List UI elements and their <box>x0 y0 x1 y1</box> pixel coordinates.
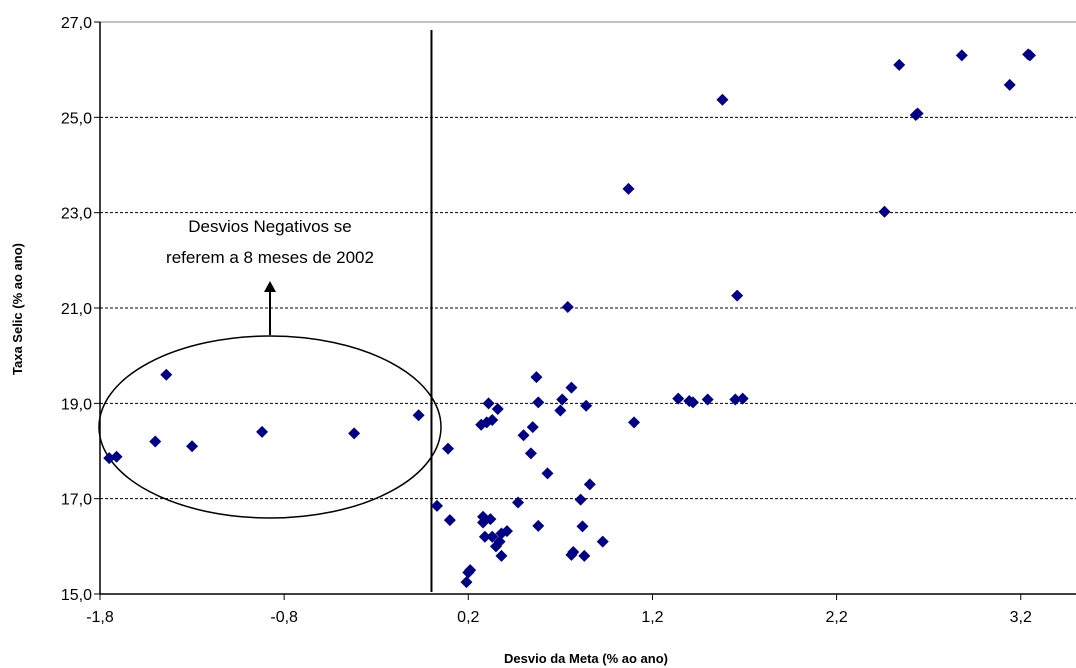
data-point-17 <box>478 530 491 543</box>
data-point-59 <box>878 205 891 218</box>
y-tick-label-3: 21,0 <box>61 301 92 318</box>
data-point-39 <box>561 301 574 314</box>
data-point-45 <box>578 549 591 562</box>
data-point-56 <box>729 393 742 406</box>
data-point-19 <box>482 397 495 410</box>
data-point-58 <box>736 392 749 405</box>
annotation: Desvios Negativos se referem a 8 meses d… <box>98 217 442 519</box>
y-tick-label-5: 25,0 <box>61 110 92 127</box>
data-point-30 <box>517 429 530 442</box>
data-point-47 <box>583 478 596 491</box>
annotation-line-2: referem a 8 meses de 2002 <box>166 248 374 267</box>
data-point-31 <box>524 447 537 460</box>
data-point-6 <box>348 427 361 440</box>
tick-labels: 15,0 17,0 19,0 21,0 23,0 25,0 27,0 -1,8 -0,8 0,2 1… <box>61 15 1032 626</box>
x-tick-label-4: 2,2 <box>825 609 847 626</box>
data-point-55 <box>716 93 729 106</box>
annotation-arrowhead <box>264 281 276 292</box>
data-points <box>103 48 1036 589</box>
data-point-46 <box>580 399 593 412</box>
data-point-33 <box>530 371 543 384</box>
x-tick-label-0: -1,8 <box>86 609 114 626</box>
data-point-54 <box>701 393 714 406</box>
data-point-35 <box>532 519 545 532</box>
data-point-28 <box>500 525 513 538</box>
data-point-51 <box>672 392 685 405</box>
data-point-50 <box>628 416 641 429</box>
data-point-57 <box>731 289 744 302</box>
data-point-3 <box>160 368 173 381</box>
data-point-64 <box>1003 78 1016 91</box>
data-point-22 <box>486 530 499 543</box>
y-axis-title: Taxa Selic (% ao ano) <box>10 243 25 375</box>
x-axis-title: Desvio da Meta (% ao ano) <box>504 651 668 666</box>
data-point-34 <box>532 396 545 409</box>
annotation-line-1: Desvios Negativos se <box>188 217 351 236</box>
data-point-29 <box>512 496 525 509</box>
data-point-43 <box>574 493 587 506</box>
data-point-9 <box>442 442 455 455</box>
data-point-32 <box>526 421 539 434</box>
y-tick-label-4: 23,0 <box>61 206 92 223</box>
x-tick-label-5: 3,2 <box>1010 609 1032 626</box>
data-point-1 <box>110 450 123 463</box>
data-point-66 <box>1023 49 1036 62</box>
data-point-44 <box>576 520 589 533</box>
data-point-4 <box>186 440 199 453</box>
data-point-5 <box>256 425 269 438</box>
data-point-10 <box>443 514 456 527</box>
data-point-40 <box>565 381 578 394</box>
data-point-2 <box>149 435 162 448</box>
x-tick-label-2: 0,2 <box>457 609 479 626</box>
data-point-36 <box>541 467 554 480</box>
data-point-27 <box>495 549 508 562</box>
y-tick-label-0: 15,0 <box>61 587 92 604</box>
data-point-37 <box>554 404 567 417</box>
data-point-38 <box>556 393 569 406</box>
x-tick-label-1: -0,8 <box>270 609 298 626</box>
negative-deviation-ellipse <box>98 335 442 519</box>
data-point-25 <box>493 535 506 548</box>
data-point-53 <box>686 396 699 409</box>
data-point-11 <box>460 576 473 589</box>
data-point-62 <box>911 107 924 120</box>
data-point-42 <box>567 546 580 559</box>
data-point-7 <box>412 409 425 422</box>
data-point-63 <box>955 49 968 62</box>
data-point-8 <box>430 499 443 512</box>
data-point-24 <box>491 403 504 416</box>
x-tick-label-3: 1,2 <box>641 609 663 626</box>
data-point-13 <box>464 564 477 577</box>
data-point-48 <box>596 535 609 548</box>
y-tick-label-2: 19,0 <box>61 396 92 413</box>
data-point-20 <box>484 513 497 526</box>
data-point-60 <box>893 58 906 71</box>
data-point-21 <box>486 414 499 427</box>
y-tick-label-1: 17,0 <box>61 492 92 509</box>
y-tick-label-6: 27,0 <box>61 15 92 32</box>
data-point-49 <box>622 182 635 195</box>
